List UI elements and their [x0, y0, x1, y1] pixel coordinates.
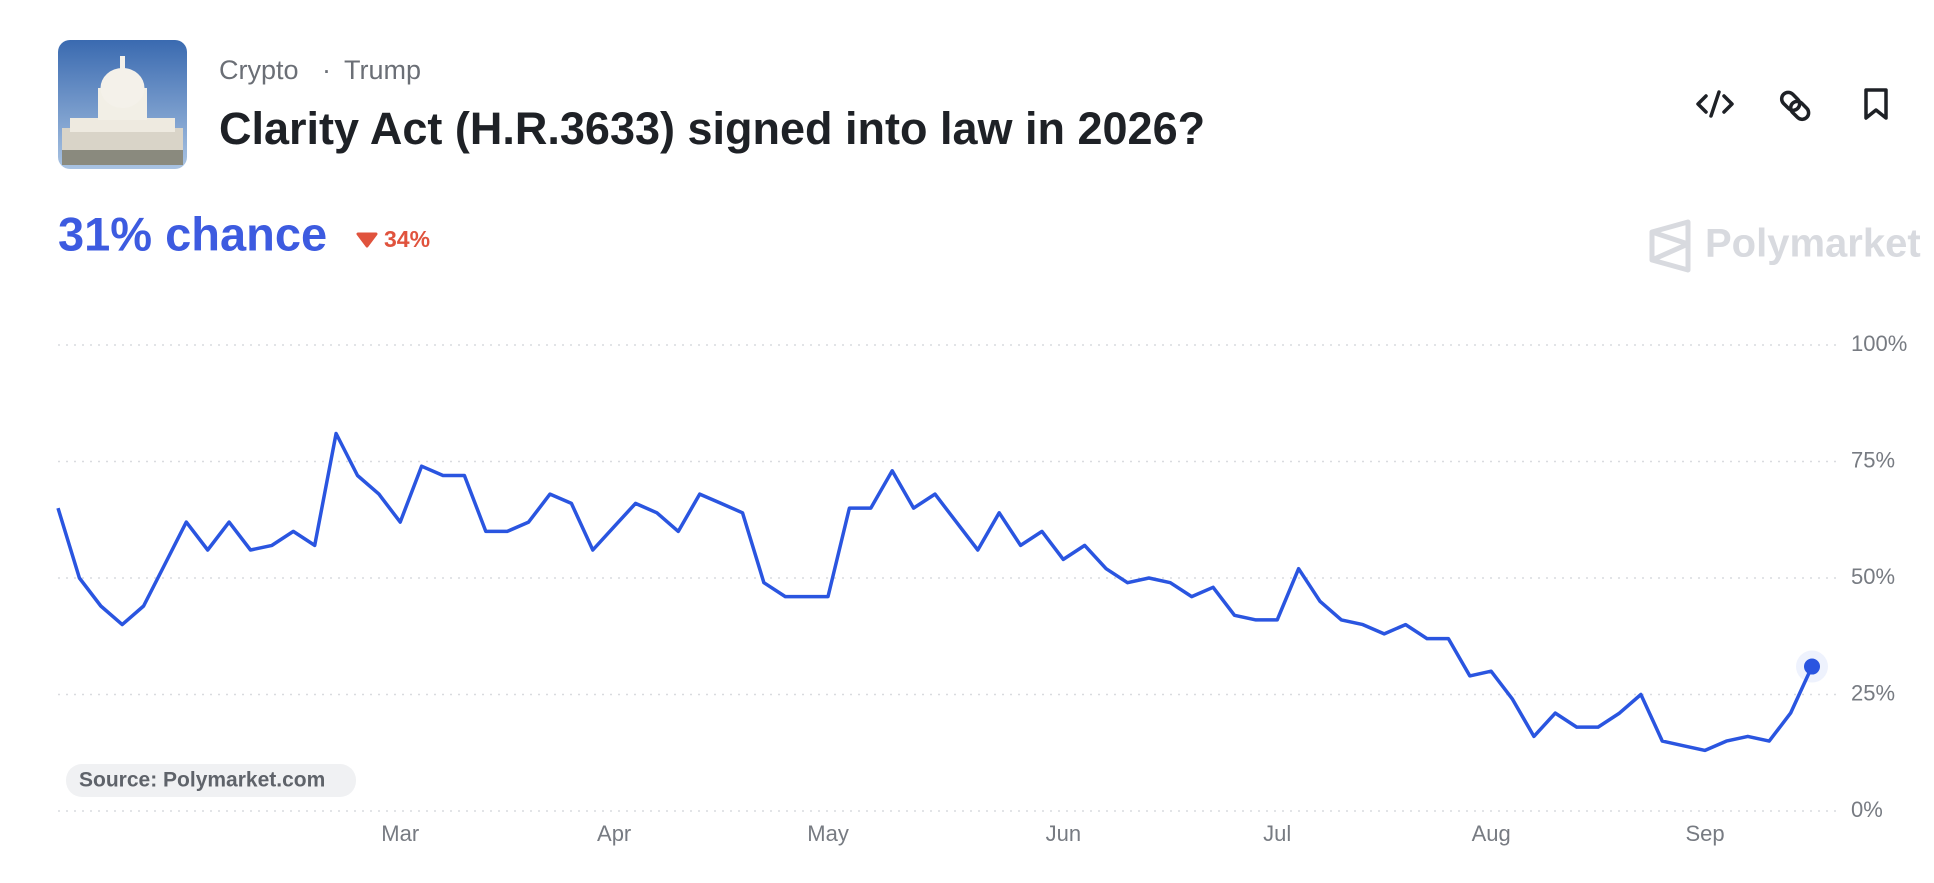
last-point: [1804, 658, 1820, 675]
embed-icon[interactable]: [1696, 90, 1734, 118]
source: Source: Polymarket.com: [79, 769, 325, 792]
x-tick-label: May: [807, 821, 849, 846]
tag[interactable]: Trump: [344, 55, 421, 85]
y-tick-label: 0%: [1851, 797, 1883, 822]
market-title: Clarity Act (H.R.3633) signed into law i…: [219, 103, 1205, 154]
y-tick-label: 100%: [1851, 331, 1907, 356]
chart: 0% 25% 50% 75% 100% Mar Apr May Jun Jul Aug Sep: [56, 331, 1907, 846]
bookmark-icon[interactable]: [1864, 88, 1888, 120]
x-tick-label: Aug: [1472, 821, 1511, 846]
x-tick-label: Apr: [597, 821, 631, 846]
y-tick-label: 75%: [1851, 447, 1895, 472]
brand-logo: [1649, 219, 1691, 273]
x-tick-label: Mar: [381, 821, 419, 846]
link-icon[interactable]: [1779, 90, 1811, 122]
thumbnail: [58, 40, 187, 169]
down-arrow: [356, 232, 378, 248]
chance: 31% chance: [58, 207, 327, 260]
x-tick-label: Jun: [1046, 821, 1081, 846]
separator: ·: [322, 55, 331, 85]
y-tick-label: 25%: [1851, 680, 1895, 705]
x-tick-label: Sep: [1685, 821, 1724, 846]
y-tick-label: 50%: [1851, 564, 1895, 589]
category[interactable]: Crypto: [219, 55, 299, 85]
source-badge: [66, 764, 356, 797]
price-line: [56, 431, 1814, 753]
brand: Polymarket: [1705, 222, 1921, 266]
change: 34%: [384, 226, 430, 252]
x-tick-label: Jul: [1263, 821, 1291, 846]
